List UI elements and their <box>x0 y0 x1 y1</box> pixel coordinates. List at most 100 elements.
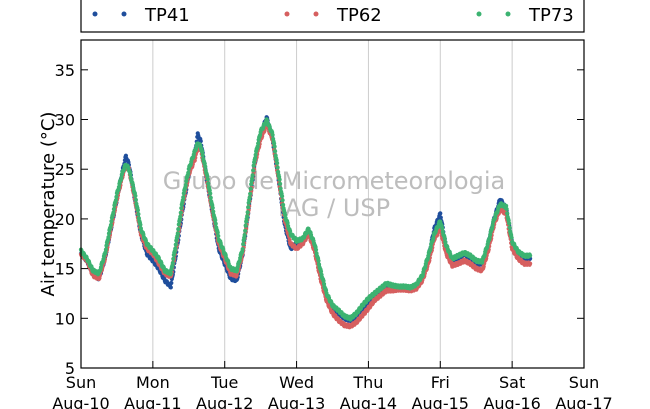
data-point <box>248 186 253 191</box>
data-point <box>119 175 124 180</box>
legend-marker <box>121 11 127 17</box>
data-point <box>272 144 277 149</box>
x-tick-label-day: Fri <box>431 373 450 392</box>
data-point <box>168 285 173 290</box>
data-point <box>275 161 280 166</box>
data-point <box>186 170 191 175</box>
data-point <box>243 223 248 228</box>
legend-marker <box>284 11 290 17</box>
data-point <box>242 232 247 238</box>
data-point <box>255 144 260 149</box>
data-point <box>278 186 283 191</box>
data-point <box>253 152 258 157</box>
y-tick-label: 30 <box>55 111 75 130</box>
data-point <box>170 260 175 266</box>
data-point <box>173 242 178 247</box>
data-point <box>272 141 277 146</box>
legend-label: TP62 <box>336 5 382 26</box>
data-point <box>277 177 282 182</box>
data-points <box>78 115 533 330</box>
data-point <box>528 261 533 266</box>
legend: TP41 TP62 TP73 <box>80 0 585 33</box>
data-point <box>240 247 245 252</box>
data-point <box>111 206 117 212</box>
data-point <box>280 194 285 199</box>
x-tick-label-day: Sat <box>499 373 525 392</box>
legend-marker <box>505 11 511 17</box>
data-point <box>203 164 208 169</box>
data-point <box>313 247 319 252</box>
y-tick-label: 10 <box>55 309 75 328</box>
y-tick-label: 20 <box>55 210 75 229</box>
x-axis: Sun Aug-10 Mon Aug-11 Tue Aug-12 Wed Aug-13 Thu A… <box>52 361 613 409</box>
data-point <box>208 195 213 200</box>
x-tick-label-date: Aug-11 <box>124 394 181 409</box>
data-point <box>109 219 114 224</box>
data-point <box>250 176 255 181</box>
data-point <box>270 132 275 137</box>
data-point <box>278 181 283 186</box>
data-point <box>243 228 248 233</box>
legend-box <box>80 0 585 33</box>
plot-frame <box>80 39 585 369</box>
y-tick-label: 35 <box>55 61 75 80</box>
data-point <box>178 210 183 215</box>
legend-marker <box>476 11 482 17</box>
data-point <box>507 221 512 226</box>
data-point <box>248 191 253 196</box>
legend-marker <box>92 11 98 17</box>
series-TP62 <box>78 123 533 330</box>
data-point <box>106 235 111 240</box>
data-point <box>246 205 251 210</box>
data-point <box>135 208 140 213</box>
x-tick-label-date: Aug-14 <box>340 394 397 409</box>
data-point <box>206 181 211 186</box>
data-point <box>438 211 443 216</box>
data-point <box>509 235 514 240</box>
data-point <box>128 172 133 177</box>
data-point <box>216 233 221 239</box>
legend-marker <box>313 11 319 17</box>
data-point <box>528 253 533 258</box>
data-point <box>104 243 109 248</box>
data-point <box>133 193 138 198</box>
data-point <box>251 163 256 168</box>
data-point <box>213 221 218 226</box>
y-axis-title: Air temperature (°C) <box>38 112 59 297</box>
data-point <box>438 215 443 220</box>
data-point <box>256 141 261 146</box>
y-axis: 5 10 15 20 25 30 35 <box>55 61 584 378</box>
data-point <box>488 232 493 238</box>
data-point <box>136 212 141 217</box>
data-point <box>116 184 122 190</box>
data-point <box>504 206 509 212</box>
data-point <box>114 194 119 199</box>
data-point <box>280 198 285 203</box>
data-point <box>210 205 215 210</box>
x-tick-label-date: Aug-13 <box>268 394 325 409</box>
data-point <box>505 211 510 216</box>
data-point <box>318 269 324 274</box>
data-point <box>113 198 119 203</box>
data-point <box>183 182 188 188</box>
x-tick-label-day: Thu <box>352 373 383 392</box>
grid-lines <box>152 40 513 368</box>
data-point <box>208 191 213 196</box>
data-point <box>176 222 181 227</box>
x-tick-label-date: Aug-12 <box>196 394 253 409</box>
data-point <box>138 222 143 227</box>
data-point <box>507 225 512 230</box>
x-tick-label-day: Wed <box>279 373 314 392</box>
data-point <box>130 182 135 187</box>
data-point <box>241 242 246 247</box>
data-point <box>247 195 252 200</box>
x-tick-label-day: Sun <box>569 373 599 392</box>
data-point <box>205 177 210 182</box>
x-tick-label-date: Aug-15 <box>412 394 469 409</box>
data-point <box>205 173 210 179</box>
x-tick-label-date: Aug-17 <box>555 394 612 409</box>
data-point <box>245 214 250 219</box>
y-tick-label: 25 <box>55 160 75 179</box>
data-point <box>316 258 321 263</box>
